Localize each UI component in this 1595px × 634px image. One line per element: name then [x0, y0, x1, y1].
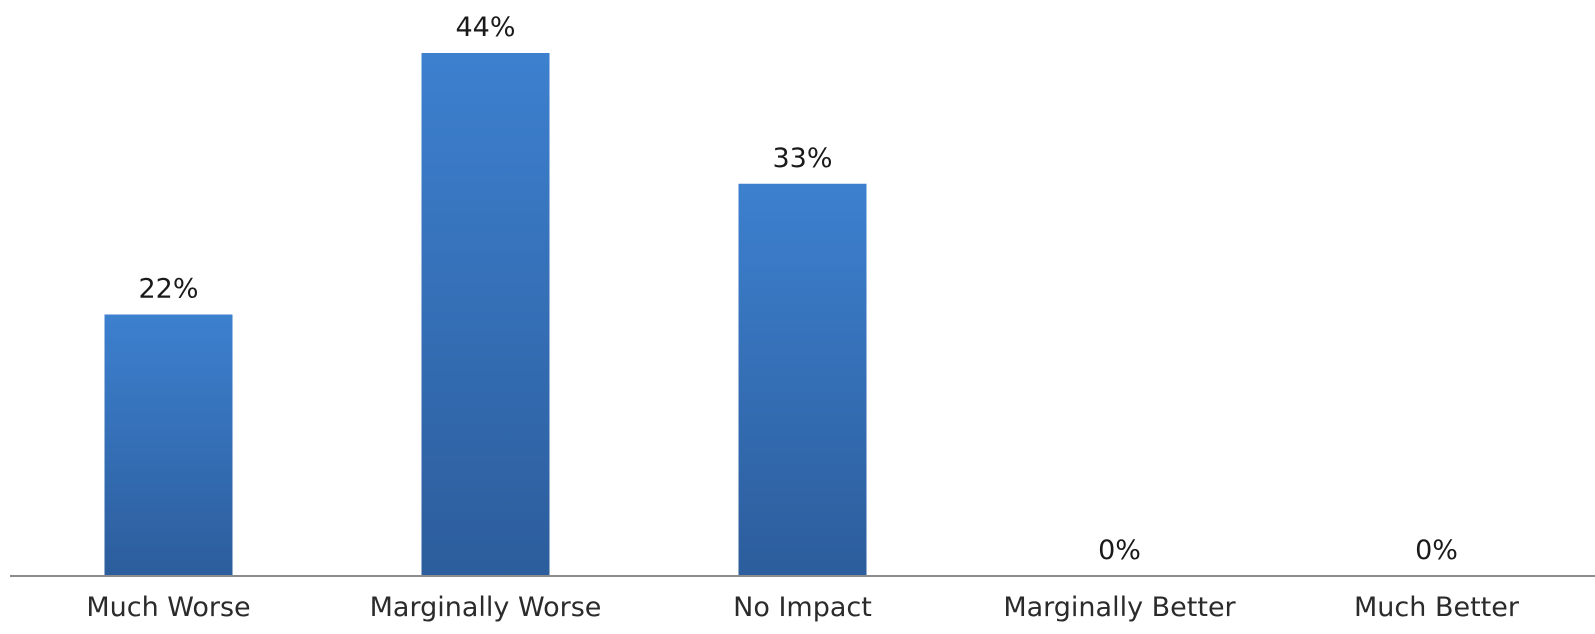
data-label-2: 33% [772, 143, 832, 174]
x-tick-label-2: No Impact [733, 592, 872, 623]
x-tick-label-0: Much Worse [86, 592, 250, 623]
data-label-4: 0% [1415, 535, 1458, 566]
x-tick-label-4: Much Better [1354, 592, 1520, 623]
x-tick-label-3: Marginally Better [1003, 592, 1236, 623]
data-labels-layer: 22% 44% 33% 0% 0% [138, 12, 1457, 566]
bars-layer [104, 53, 867, 576]
bar-0 [104, 314, 233, 576]
data-label-1: 44% [455, 12, 515, 43]
x-tick-labels-layer: Much Worse Marginally Worse No Impact Margi… [86, 592, 1520, 623]
data-label-0: 22% [138, 274, 198, 305]
bar-1 [421, 53, 550, 576]
x-tick-label-1: Marginally Worse [370, 592, 602, 623]
data-label-3: 0% [1098, 535, 1141, 566]
bar-2 [738, 183, 867, 576]
